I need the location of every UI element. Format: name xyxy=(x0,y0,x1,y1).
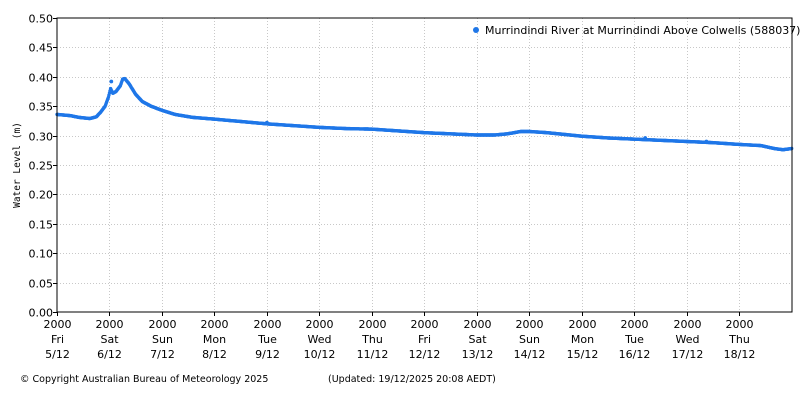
data-point xyxy=(109,79,114,84)
legend: Murrindindi River at Murrindindi Above C… xyxy=(473,24,800,37)
x-tick-label: 2000 Thu 18/12 xyxy=(724,318,756,361)
x-tick-day: Tue xyxy=(624,333,644,346)
x-tick-time: 2000 xyxy=(569,318,597,331)
x-tick-date-label: 11/12 xyxy=(357,348,389,361)
x-tick-day: Sat xyxy=(468,333,487,346)
x-tick-label: 2000 Sat 6/12 xyxy=(96,318,124,361)
y-tick-label: 0.25 xyxy=(29,160,54,173)
y-tick-label: 0.10 xyxy=(29,248,54,261)
x-tick-date-label: 15/12 xyxy=(567,348,599,361)
y-tick-label: 0.40 xyxy=(29,72,54,85)
y-axis: 0.00 0.05 0.10 0.15 0.20 0.25 0.30 0.35 0.40 0.45… xyxy=(29,13,57,320)
x-tick-date-label: 9/12 xyxy=(255,348,280,361)
x-tick-day: Sat xyxy=(100,333,119,346)
x-tick-day: Tue xyxy=(257,333,277,346)
x-tick-date-label: 7/12 xyxy=(150,348,175,361)
x-tick-date-label: 14/12 xyxy=(514,348,546,361)
x-tick-date-label: 17/12 xyxy=(672,348,704,361)
y-tick-label: 0.50 xyxy=(29,13,54,26)
x-tick-label: 2000 Sun 7/12 xyxy=(149,318,177,361)
x-axis: 2000 Fri 5/12 2000 Sat 6/12 2000 Sun 7/12 2000 Mon… xyxy=(44,312,756,361)
x-tick-label: 2000 Sat 13/12 xyxy=(462,318,494,361)
x-tick-date-label: 16/12 xyxy=(619,348,651,361)
x-tick-date-label: 6/12 xyxy=(97,348,122,361)
y-tick-label: 0.15 xyxy=(29,219,54,232)
y-axis-label: Water Level (m) xyxy=(12,122,23,208)
data-points xyxy=(55,76,794,152)
x-tick-label: 2000 Tue 16/12 xyxy=(619,318,651,361)
x-tick-date-label: 8/12 xyxy=(202,348,227,361)
x-tick-day: Sun xyxy=(519,333,540,346)
x-tick-time: 2000 xyxy=(149,318,177,331)
x-tick-time: 2000 xyxy=(411,318,439,331)
data-point xyxy=(643,136,648,140)
x-tick-label: 2000 Fri 12/12 xyxy=(409,318,441,361)
gridlines xyxy=(57,18,792,312)
data-point xyxy=(265,120,269,125)
x-tick-label: 2000 Fri 5/12 xyxy=(44,318,72,361)
x-tick-day: Thu xyxy=(728,333,750,346)
x-tick-date-label: 5/12 xyxy=(45,348,70,361)
legend-marker xyxy=(473,27,479,33)
x-tick-label: 2000 Wed 17/12 xyxy=(672,318,704,361)
x-tick-day: Fri xyxy=(51,333,64,346)
x-tick-date-label: 10/12 xyxy=(304,348,336,361)
x-tick-label: 2000 Wed 10/12 xyxy=(304,318,336,361)
x-tick-day: Wed xyxy=(676,333,700,346)
x-tick-time: 2000 xyxy=(44,318,72,331)
x-tick-time: 2000 xyxy=(464,318,492,331)
x-tick-time: 2000 xyxy=(306,318,334,331)
x-tick-day: Mon xyxy=(203,333,226,346)
updated-timestamp: (Updated: 19/12/2025 20:08 AEDT) xyxy=(328,374,496,385)
y-tick-label: 0.35 xyxy=(29,101,54,114)
x-tick-label: 2000 Thu 11/12 xyxy=(357,318,389,361)
y-tick-label: 0.30 xyxy=(29,131,54,144)
x-tick-label: 2000 Mon 8/12 xyxy=(201,318,229,361)
data-point xyxy=(704,139,709,144)
x-tick-label: 2000 Sun 14/12 xyxy=(514,318,546,361)
y-tick-label: 0.45 xyxy=(29,42,54,55)
x-tick-time: 2000 xyxy=(254,318,282,331)
x-tick-time: 2000 xyxy=(516,318,544,331)
x-tick-day: Fri xyxy=(418,333,431,346)
x-tick-day: Thu xyxy=(361,333,383,346)
x-tick-label: 2000 Tue 9/12 xyxy=(254,318,282,361)
x-tick-time: 2000 xyxy=(359,318,387,331)
x-tick-time: 2000 xyxy=(674,318,702,331)
x-tick-label: 2000 Mon 15/12 xyxy=(567,318,599,361)
y-tick-label: 0.20 xyxy=(29,189,54,202)
x-tick-time: 2000 xyxy=(96,318,124,331)
y-tick-label: 0.05 xyxy=(29,278,54,291)
y-tick-label: 0.00 xyxy=(29,307,54,320)
x-tick-day: Sun xyxy=(152,333,173,346)
x-tick-date-label: 18/12 xyxy=(724,348,756,361)
x-tick-time: 2000 xyxy=(726,318,754,331)
x-tick-date-label: 12/12 xyxy=(409,348,441,361)
x-tick-time: 2000 xyxy=(621,318,649,331)
x-tick-day: Wed xyxy=(308,333,332,346)
x-tick-day: Mon xyxy=(571,333,594,346)
x-tick-time: 2000 xyxy=(201,318,229,331)
plot-frame xyxy=(56,17,793,313)
legend-label: Murrindindi River at Murrindindi Above C… xyxy=(485,24,800,37)
copyright-text: © Copyright Australian Bureau of Meteoro… xyxy=(20,374,269,385)
x-tick-date-label: 13/12 xyxy=(462,348,494,361)
